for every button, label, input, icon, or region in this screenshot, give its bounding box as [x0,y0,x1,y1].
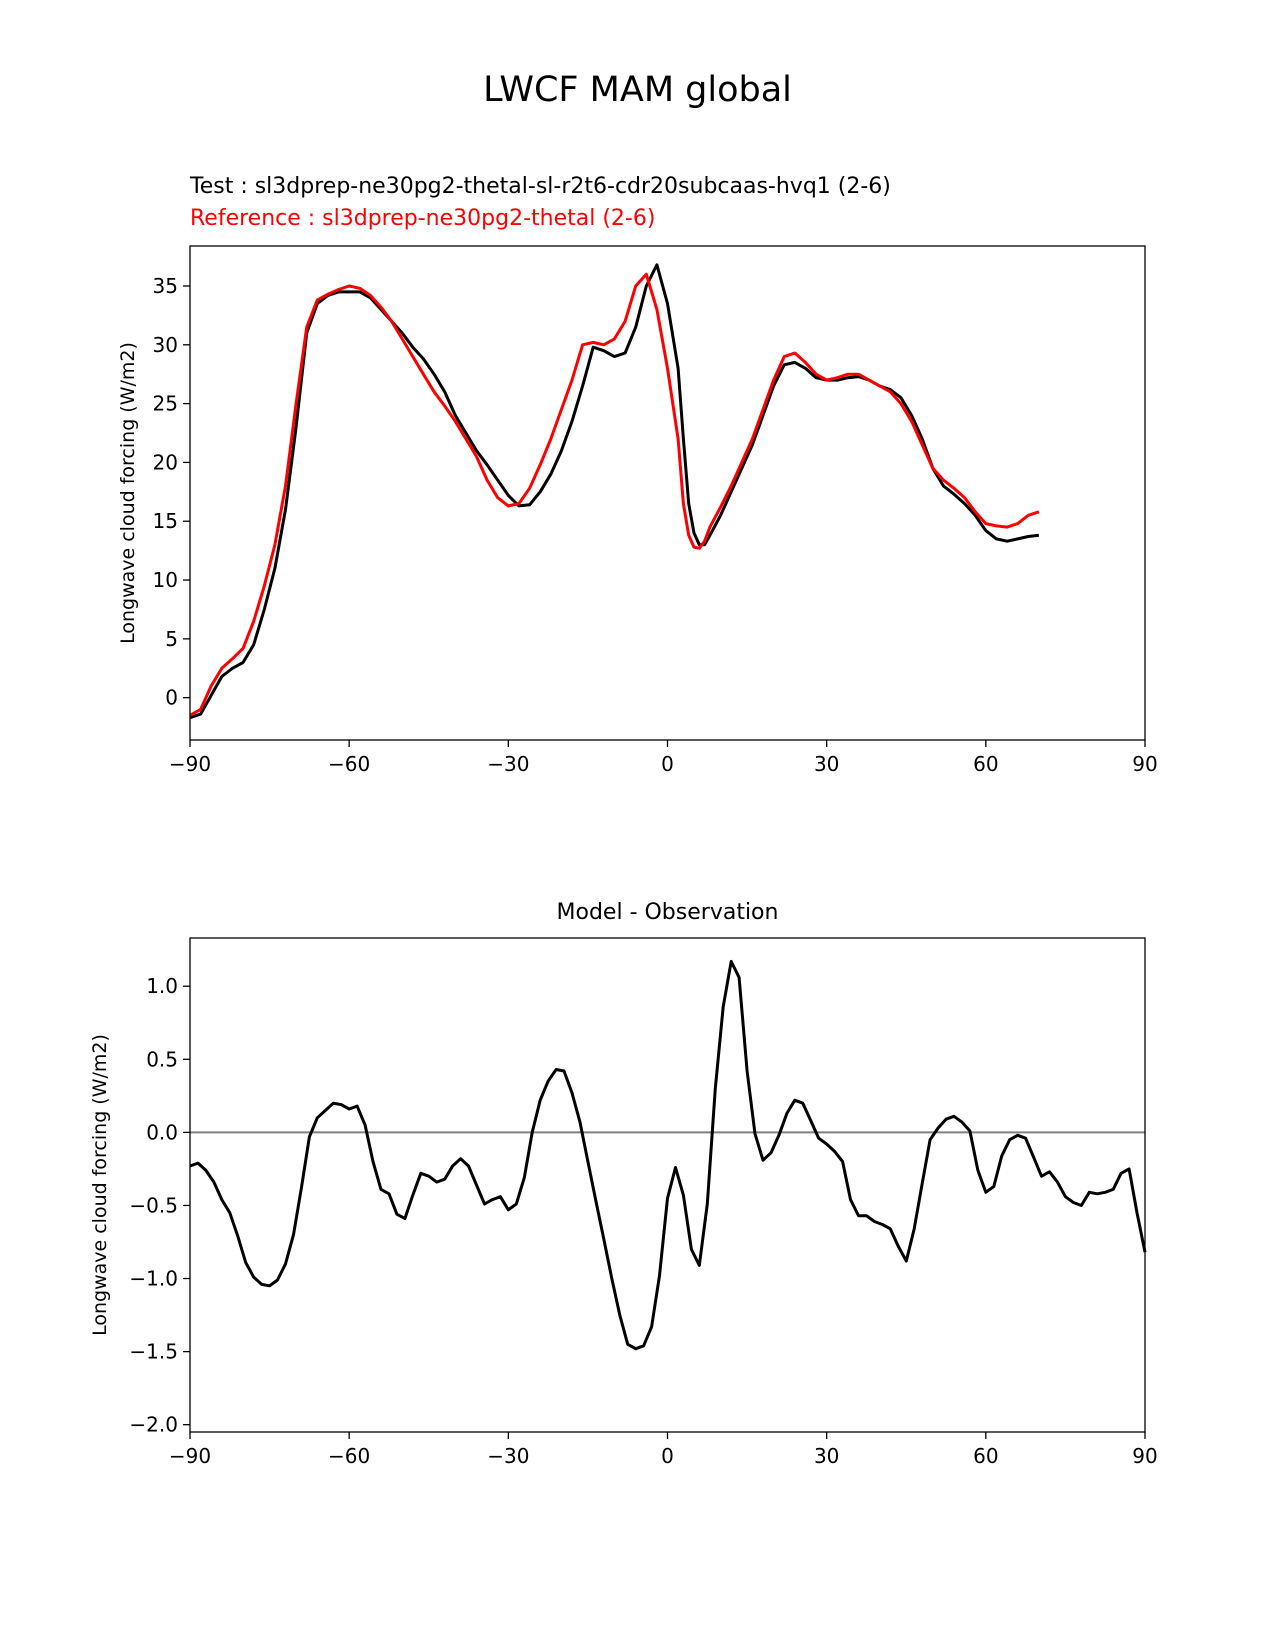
chart-1-series-line-0 [189,959,1147,1351]
chart-1-x-tick-label: 30 [814,1444,839,1468]
chart-0-x-tick-label: −30 [487,752,529,776]
chart-0-y-tick-label: 35 [153,274,178,298]
chart-1-y-axis-label: Longwave cloud forcing (W/m2) [89,1034,111,1336]
difference-plot-title: Model - Observation [556,900,779,925]
chart-1-x-tick-label: −90 [169,1444,211,1468]
chart-0-y-tick-label: 10 [153,568,178,592]
chart-0-y-axis-label: Longwave cloud forcing (W/m2) [117,342,139,644]
chart-1-x-tick-label: 60 [973,1444,998,1468]
chart-0-x-tick-label: 90 [1132,752,1157,776]
chart-0-x-tick-label: −90 [169,752,211,776]
chart-0-x-tick-label: 60 [973,752,998,776]
chart-0-series-line-0 [189,263,1040,720]
chart-1-y-tick-label: 0.0 [146,1120,178,1144]
chart-1-y-tick-label: 1.0 [146,974,178,998]
chart-1-axes-frame [189,937,1146,1433]
chart-1-y-tick-label: −2.0 [129,1413,178,1437]
chart-0-x-tick-label: −60 [328,752,370,776]
chart-0-y-tick-label: 20 [153,450,178,474]
chart-0-x-tick-label: 30 [814,752,839,776]
chart-1-y-tick-label: −0.5 [129,1193,178,1217]
chart-0-y-tick-label: 5 [165,627,178,651]
chart-0-y-tick-label: 0 [165,686,178,710]
chart-1-y-tick-label: 0.5 [146,1047,178,1071]
chart-1-y-tick-label: −1.5 [129,1340,178,1364]
chart-0-y-tick-label: 15 [153,509,178,533]
chart-0-x-tick-label: 0 [661,752,674,776]
chart-1-x-tick-label: 0 [661,1444,674,1468]
chart-1-x-tick-label: −60 [328,1444,370,1468]
chart-1-x-tick-label: −30 [487,1444,529,1468]
chart-0-series-line-1 [189,272,1040,717]
chart-0-y-tick-label: 30 [153,333,178,357]
test-label: Test : sl3dprep-ne30pg2-thetal-sl-r2t6-c… [190,174,891,199]
chart-0-y-tick-label: 25 [153,392,178,416]
chart-1-y-tick-label: −1.0 [129,1267,178,1291]
chart-1-x-tick-label: 90 [1132,1444,1157,1468]
figure-title: LWCF MAM global [483,70,792,110]
reference-label: Reference : sl3dprep-ne30pg2-thetal (2-6… [190,206,656,231]
